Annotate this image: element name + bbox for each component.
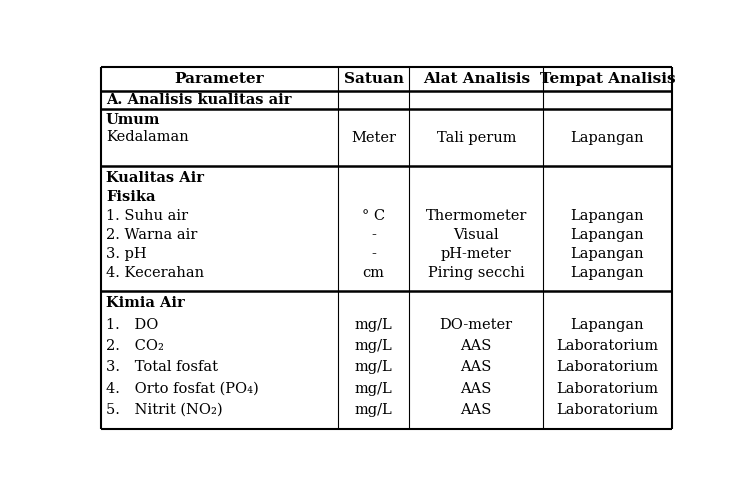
Text: AAS: AAS <box>461 339 492 353</box>
Text: Satuan: Satuan <box>344 72 403 86</box>
Text: AAS: AAS <box>461 361 492 374</box>
Text: pH-meter: pH-meter <box>441 247 512 261</box>
Text: mg/L: mg/L <box>354 382 393 396</box>
Text: -: - <box>371 228 376 242</box>
Text: Thermometer: Thermometer <box>425 209 527 223</box>
Text: 3. pH: 3. pH <box>106 247 146 261</box>
Text: Fisika: Fisika <box>106 190 155 204</box>
Text: ° C: ° C <box>362 209 385 223</box>
Text: Lapangan: Lapangan <box>571 247 644 261</box>
Text: 2. Warna air: 2. Warna air <box>106 228 198 242</box>
Text: Kedalaman: Kedalaman <box>106 130 188 144</box>
Text: 3.  Total fosfat: 3. Total fosfat <box>106 361 218 374</box>
Text: mg/L: mg/L <box>354 361 393 374</box>
Text: -: - <box>371 247 376 261</box>
Text: Lapangan: Lapangan <box>571 228 644 242</box>
Text: Laboratorium: Laboratorium <box>556 361 658 374</box>
Text: Kimia Air: Kimia Air <box>106 296 185 311</box>
Text: cm: cm <box>363 267 385 280</box>
Text: Lapangan: Lapangan <box>571 267 644 280</box>
Text: 5.  Nitrit (NO₂): 5. Nitrit (NO₂) <box>106 403 222 417</box>
Text: Kualitas Air: Kualitas Air <box>106 171 204 185</box>
Text: Parameter: Parameter <box>175 72 265 86</box>
Text: AAS: AAS <box>461 382 492 396</box>
Text: Alat Analisis: Alat Analisis <box>423 72 530 86</box>
Text: 1. Suhu air: 1. Suhu air <box>106 209 188 223</box>
Text: Lapangan: Lapangan <box>571 318 644 332</box>
Text: Meter: Meter <box>351 131 396 145</box>
Text: AAS: AAS <box>461 403 492 417</box>
Text: 1.  DO: 1. DO <box>106 318 158 332</box>
Text: mg/L: mg/L <box>354 318 393 332</box>
Text: Laboratorium: Laboratorium <box>556 382 658 396</box>
Text: Umum: Umum <box>106 113 161 127</box>
Text: A. Analisis kualitas air: A. Analisis kualitas air <box>106 93 292 107</box>
Text: 4. Kecerahan: 4. Kecerahan <box>106 267 204 280</box>
Text: 2.  CO₂: 2. CO₂ <box>106 339 164 353</box>
Text: Lapangan: Lapangan <box>571 209 644 223</box>
Text: DO-meter: DO-meter <box>440 318 513 332</box>
Text: Visual: Visual <box>453 228 499 242</box>
Text: mg/L: mg/L <box>354 403 393 417</box>
Text: Lapangan: Lapangan <box>571 131 644 145</box>
Text: 4.  Orto fosfat (PO₄): 4. Orto fosfat (PO₄) <box>106 382 259 396</box>
Text: Piring secchi: Piring secchi <box>428 267 525 280</box>
Text: Tali perum: Tali perum <box>437 131 516 145</box>
Text: mg/L: mg/L <box>354 339 393 353</box>
Text: Laboratorium: Laboratorium <box>556 403 658 417</box>
Text: Laboratorium: Laboratorium <box>556 339 658 353</box>
Text: Tempat Analisis: Tempat Analisis <box>540 72 676 86</box>
